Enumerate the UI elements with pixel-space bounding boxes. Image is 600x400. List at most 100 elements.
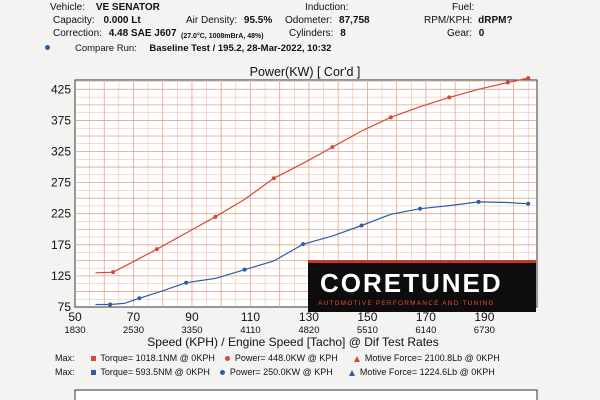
x-axis-label: Speed (KPH) / Engine Speed [Tacho] @ Dif… (147, 335, 438, 349)
legend-torque-2: Torque= 593.5NM @ 0KPH (100, 367, 210, 377)
y-tick-label: 75 (58, 300, 72, 314)
legend-max-1: Max: (55, 353, 75, 363)
chart-series (95, 76, 531, 307)
compare-run-row: Compare Run: Baseline Test / 195.2, 28-M… (75, 43, 331, 54)
chart-title: Power(KW) [ Cor'd ] (250, 65, 361, 79)
y-tick-label: 425 (51, 82, 71, 96)
point-current (111, 270, 116, 275)
x-tick-label: 170 (416, 310, 436, 324)
point-current (505, 80, 510, 85)
coretuned-logo: CORETUNED AUTOMOTIVE PERFORMANCE AND TUN… (308, 260, 536, 312)
legend-power-1: Power= 448.0KW @ KPH (234, 353, 338, 363)
legend-power-2: Power= 250.0KW @ KPH (229, 367, 333, 377)
vehicle-row: Vehicle: VE SENATOR (50, 2, 160, 14)
point-current (447, 95, 452, 100)
point-compare (526, 201, 531, 206)
fuel-row: Fuel: (452, 2, 474, 14)
correction-label: Correction: (53, 28, 102, 39)
legend-max-2: Max: (55, 367, 75, 377)
point-current (271, 176, 276, 181)
point-current (154, 247, 159, 252)
correction-value: 4.48 SAE J607 (108, 28, 177, 39)
rpm-tick-label: 5510 (357, 325, 378, 336)
odometer-row: Odometer: 87,758 (285, 15, 370, 27)
rpm-value: dRPM? (478, 15, 513, 26)
dot-red-icon (225, 356, 231, 362)
capacity-row: Capacity: 0.000 Lt (53, 15, 141, 27)
y-tick-label: 325 (51, 145, 71, 159)
gear-value: 0 (478, 28, 485, 39)
air-density-label: Air Density: (186, 15, 238, 26)
triangle-red-icon (354, 355, 361, 362)
next-chart-top-edge (74, 389, 538, 400)
vehicle-label: Vehicle: (50, 2, 86, 13)
legend-force-2: Motive Force= 1224.6Lb @ 0KPH (359, 367, 495, 377)
point-compare (301, 242, 306, 247)
x-tick-label: 130 (299, 310, 319, 324)
compare-value: Baseline Test / 195.2, 28-Mar-2022, 10:3… (149, 43, 332, 54)
rpm-row: RPM/KPH: dRPM? (424, 15, 513, 27)
point-compare (108, 302, 113, 307)
triangle-blue-icon (349, 369, 356, 376)
point-compare (242, 267, 247, 272)
point-current (388, 115, 393, 120)
air-density-row: Air Density: 95.5% (186, 15, 272, 27)
gear-row: Gear: 0 (447, 28, 484, 40)
point-compare (184, 280, 189, 285)
rpm-tick-label: 6730 (474, 325, 495, 336)
fuel-label: Fuel: (452, 2, 475, 13)
rpm-tick-label: 3350 (181, 325, 202, 336)
x-tick-label: 150 (357, 310, 377, 324)
air-detail: (27.0°C, 1008mBrA, 48%) (181, 33, 264, 40)
square-red-icon (91, 356, 97, 362)
logo-main-text: CORETUNED (320, 268, 503, 298)
cylinders-value: 8 (340, 28, 346, 39)
x-tick-label: 190 (474, 310, 494, 324)
point-compare (359, 223, 364, 228)
rpm-tick-label: 2530 (123, 325, 144, 336)
series-line-current (95, 77, 529, 274)
rpm-tick-label: 4110 (240, 325, 260, 336)
point-current (526, 76, 531, 81)
induction-label: Induction: (305, 2, 349, 13)
rpm-tick-label: 6140 (415, 325, 436, 336)
vehicle-value: VE SENATOR (95, 2, 160, 13)
capacity-value: 0.000 Lt (103, 15, 141, 26)
legend-torque-1: Torque= 1018.1NM @ 0KPH (100, 353, 215, 363)
odometer-label: Odometer: (285, 15, 333, 26)
induction-row: Induction: (305, 2, 348, 14)
y-tick-label: 275 (51, 176, 71, 190)
square-blue-icon (91, 370, 97, 376)
legend-row-compare: Max: Torque= 593.5NM @ 0KPH Power= 250.0… (55, 367, 495, 377)
y-tick-label: 375 (51, 113, 71, 127)
rpm-tick-label: 1830 (64, 325, 85, 336)
air-density-value: 95.5% (243, 15, 273, 26)
legend-force-1: Motive Force= 2100.8Lb @ 0KPH (364, 353, 500, 363)
logo-tagline: AUTOMOTIVE PERFORMANCE AND TUNING (318, 300, 495, 307)
dot-blue-icon (220, 370, 226, 376)
x-tick-label: 70 (127, 310, 141, 324)
point-compare (137, 296, 142, 301)
y-tick-label: 225 (51, 207, 71, 221)
y-tick-label: 175 (51, 238, 71, 252)
y-tick-label: 125 (51, 269, 71, 283)
point-compare (476, 199, 481, 204)
series-line-compare (95, 201, 529, 306)
point-current (330, 145, 335, 150)
cylinders-label: Cylinders: (289, 28, 334, 39)
compare-label: Compare Run: (75, 43, 137, 54)
legend-row-current: Max: Torque= 1018.1NM @ 0KPH Power= 448.… (55, 353, 500, 363)
point-compare (418, 206, 423, 211)
point-current (213, 214, 218, 219)
compare-marker-dot (45, 45, 50, 50)
odometer-value: 87,758 (339, 15, 370, 26)
capacity-label: Capacity: (53, 15, 95, 26)
gear-label: Gear: (447, 28, 473, 39)
rpm-tick-label: 4820 (298, 325, 319, 336)
rpm-label: RPM/KPH: (424, 15, 473, 26)
x-tick-label: 50 (68, 310, 82, 324)
correction-row: Correction: 4.48 SAE J607 (53, 28, 177, 40)
x-tick-label: 90 (185, 310, 199, 324)
